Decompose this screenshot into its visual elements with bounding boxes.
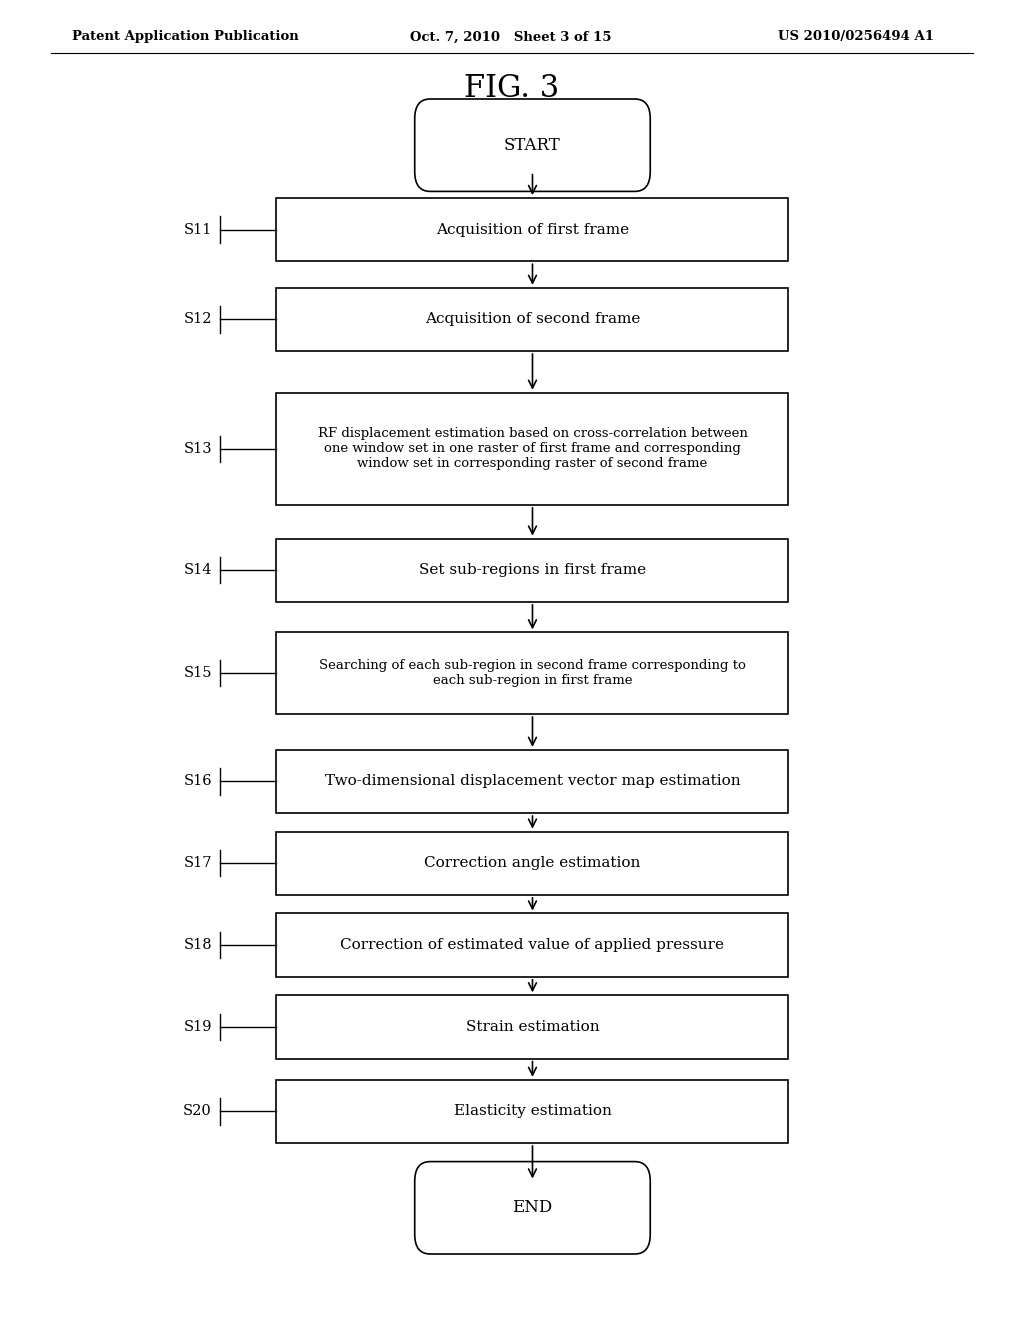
Bar bbox=[276, 632, 788, 714]
Text: RF displacement estimation based on cross-correlation between
one window set in : RF displacement estimation based on cros… bbox=[317, 428, 748, 470]
FancyBboxPatch shape bbox=[415, 1162, 650, 1254]
Text: FIG. 3: FIG. 3 bbox=[464, 73, 560, 103]
Text: Strain estimation: Strain estimation bbox=[466, 1020, 599, 1034]
Text: END: END bbox=[512, 1200, 553, 1216]
Bar bbox=[276, 1080, 788, 1143]
Text: Correction angle estimation: Correction angle estimation bbox=[424, 857, 641, 870]
Text: S15: S15 bbox=[183, 667, 212, 680]
Text: Two-dimensional displacement vector map estimation: Two-dimensional displacement vector map … bbox=[325, 775, 740, 788]
Bar bbox=[276, 750, 788, 813]
Bar bbox=[276, 198, 788, 261]
Text: Oct. 7, 2010   Sheet 3 of 15: Oct. 7, 2010 Sheet 3 of 15 bbox=[410, 30, 611, 44]
Text: S18: S18 bbox=[183, 939, 212, 952]
FancyBboxPatch shape bbox=[415, 99, 650, 191]
Bar bbox=[276, 539, 788, 602]
Text: S20: S20 bbox=[183, 1105, 212, 1118]
Text: US 2010/0256494 A1: US 2010/0256494 A1 bbox=[778, 30, 934, 44]
Text: Correction of estimated value of applied pressure: Correction of estimated value of applied… bbox=[340, 939, 725, 952]
Bar bbox=[276, 288, 788, 351]
Text: START: START bbox=[504, 137, 561, 153]
Text: S14: S14 bbox=[183, 564, 212, 577]
Bar bbox=[276, 393, 788, 504]
Bar bbox=[276, 832, 788, 895]
Bar bbox=[276, 995, 788, 1059]
Text: S12: S12 bbox=[183, 313, 212, 326]
Text: Elasticity estimation: Elasticity estimation bbox=[454, 1105, 611, 1118]
Text: Acquisition of second frame: Acquisition of second frame bbox=[425, 313, 640, 326]
Text: S16: S16 bbox=[183, 775, 212, 788]
Bar bbox=[276, 913, 788, 977]
Text: S13: S13 bbox=[183, 442, 212, 455]
Text: S19: S19 bbox=[183, 1020, 212, 1034]
Text: Searching of each sub-region in second frame corresponding to
each sub-region in: Searching of each sub-region in second f… bbox=[319, 659, 745, 688]
Text: S17: S17 bbox=[183, 857, 212, 870]
Text: Set sub-regions in first frame: Set sub-regions in first frame bbox=[419, 564, 646, 577]
Text: Patent Application Publication: Patent Application Publication bbox=[72, 30, 298, 44]
Text: Acquisition of first frame: Acquisition of first frame bbox=[436, 223, 629, 236]
Text: S11: S11 bbox=[183, 223, 212, 236]
